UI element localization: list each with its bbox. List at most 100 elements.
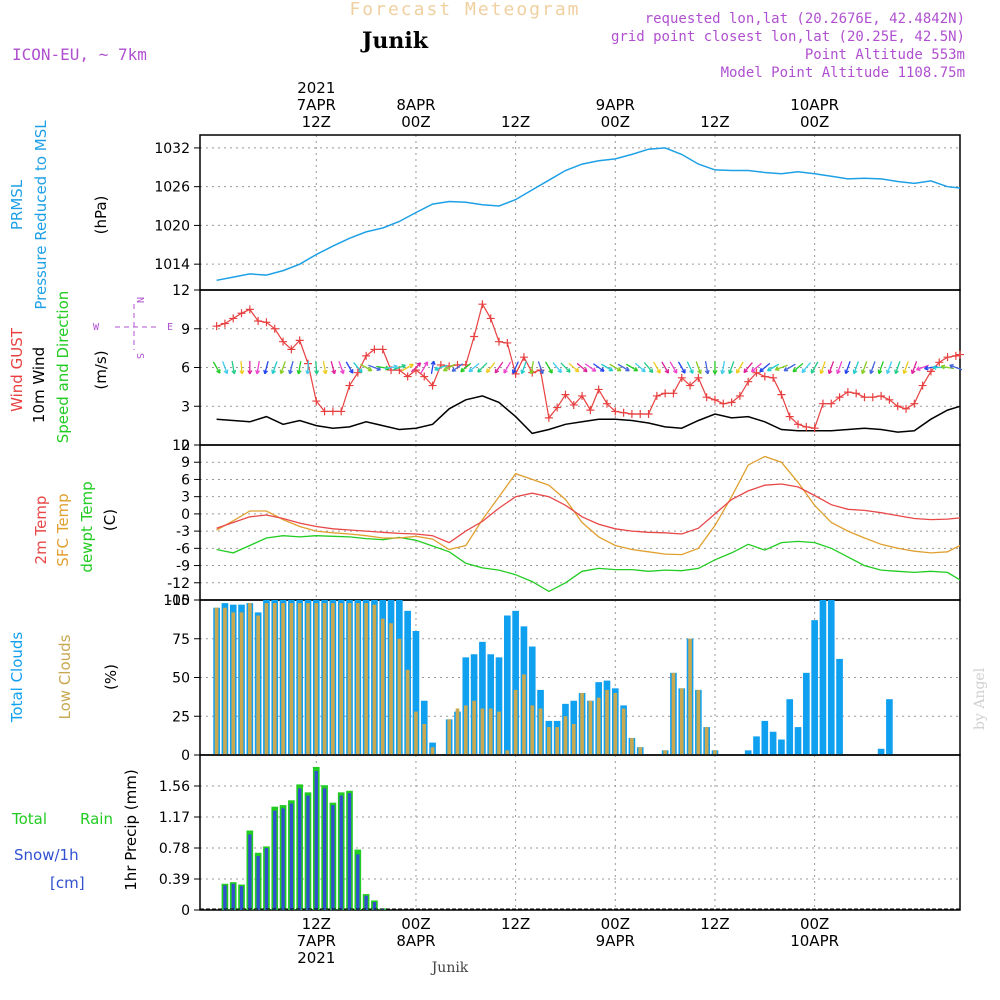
total-label: Total xyxy=(11,810,47,828)
wind-arrow-head xyxy=(358,368,363,374)
wind-arrow-head xyxy=(720,369,726,375)
wind-arrow-head xyxy=(296,369,302,375)
low-cloud-bar xyxy=(447,719,452,755)
wind-arrow xyxy=(828,361,835,374)
temp-tick-label: 12 xyxy=(172,438,190,454)
wind-arrow-head xyxy=(451,367,457,372)
gust-marker xyxy=(893,402,902,411)
wind-arrow-head xyxy=(485,368,491,374)
gust-marker xyxy=(902,404,911,413)
wind-arrow-head xyxy=(743,368,748,374)
wind-unit: (m/s) xyxy=(92,350,110,389)
model-altitude: Model Point Altitude 1108.75m xyxy=(721,65,965,81)
low-cloud-bar xyxy=(513,689,518,755)
gust-marker xyxy=(769,373,778,382)
low-cloud-bar xyxy=(522,674,526,755)
wind-arrow xyxy=(601,363,613,372)
top-time-label: 10APR xyxy=(790,96,839,114)
wind-speed-dir-label: Speed and Direction xyxy=(54,291,72,444)
wind-arrow xyxy=(338,361,345,374)
wind-arrow-head xyxy=(416,362,422,367)
total-cloud-bar xyxy=(886,699,893,755)
wind-arrow-head xyxy=(430,360,436,366)
precip-tick-label: 0 xyxy=(181,903,190,919)
total-cloud-bar xyxy=(761,720,769,755)
wind-arrow xyxy=(231,360,235,375)
low-cloud-bar xyxy=(389,623,393,755)
gust-marker xyxy=(254,317,263,325)
clouds-tick-label: 75 xyxy=(172,632,190,648)
wind-arrow xyxy=(728,361,735,374)
wind-arrow-head xyxy=(861,369,866,375)
wind-arrow xyxy=(743,362,753,373)
gust-marker xyxy=(611,407,620,416)
gust-marker xyxy=(852,389,861,398)
gust-marker xyxy=(586,406,595,415)
compass-n: N xyxy=(134,297,145,303)
top-time-label: 8APR xyxy=(396,96,435,114)
top-time-label: 12Z xyxy=(302,113,331,131)
wind-arrow xyxy=(289,361,294,374)
wind-speed-line xyxy=(216,395,961,435)
temp-2m-line xyxy=(216,483,961,544)
wind-arrow-head xyxy=(255,369,261,375)
pressure-tick-label: 1020 xyxy=(154,218,190,234)
gust-marker xyxy=(602,399,611,408)
low-cloud-bar xyxy=(397,638,402,755)
wind-arrow-head xyxy=(401,364,406,369)
wind-arrow xyxy=(410,362,422,373)
wind-arrow-head xyxy=(468,367,474,373)
wind-arrow xyxy=(306,360,310,375)
total-cloud-bar xyxy=(769,731,777,755)
compass-rose: N S W E xyxy=(93,297,173,359)
wind-arrow-head xyxy=(750,367,756,373)
wind-arrow-head xyxy=(511,369,517,374)
temp-frame xyxy=(199,444,961,601)
low-cloud-bar xyxy=(289,603,294,755)
precip-tick-label: 0.78 xyxy=(159,841,190,857)
top-time-label: 00Z xyxy=(800,113,829,131)
wind-arrow xyxy=(653,361,661,374)
wind-arrow-head xyxy=(792,367,798,373)
wind-arrow xyxy=(661,361,669,374)
wind-arrow xyxy=(271,361,278,374)
wind-arrow-head xyxy=(231,369,237,375)
wind-arrow-head xyxy=(271,369,276,375)
wind-arrow-head xyxy=(877,369,883,375)
wind-arrow xyxy=(845,361,851,374)
total-cloud-bar xyxy=(836,658,843,755)
total-cloud-bar xyxy=(753,736,760,755)
wind-arrow-head xyxy=(910,369,916,375)
bottom-time-label: 12Z xyxy=(501,915,530,933)
wind-arrow xyxy=(592,363,605,372)
low-cloud-bar xyxy=(272,603,277,755)
low-cloud-bar xyxy=(605,689,609,755)
total-cloud-bar xyxy=(811,620,818,755)
low-cloud-bar xyxy=(538,708,543,755)
gust-marker xyxy=(245,305,254,314)
wind-arrow xyxy=(861,361,868,374)
total-cloud-bar xyxy=(412,631,420,755)
wind-arrow xyxy=(721,360,726,375)
low-cloud-bar xyxy=(663,750,667,755)
snow-bar xyxy=(231,883,235,910)
wind-arrow-head xyxy=(924,365,929,371)
temp-dew-label: dewpt Temp xyxy=(78,481,96,572)
gust-marker xyxy=(578,391,587,400)
footer-label: Junik xyxy=(430,960,469,976)
clouds-tick-label: 100 xyxy=(163,593,190,609)
wind-arrow xyxy=(430,360,435,375)
wind-arrow-head xyxy=(247,370,253,375)
low-clouds-label: Low Clouds xyxy=(56,634,74,719)
wind-arrow xyxy=(212,361,221,374)
gust-marker xyxy=(544,413,553,422)
precip-panel-labels: Total Rain Snow/1h [cm] 1hr Precip (mm) xyxy=(11,769,140,892)
wind-arrow xyxy=(820,361,826,374)
wind-arrow-head xyxy=(783,366,789,372)
gust-marker xyxy=(951,351,960,360)
gust-marker xyxy=(287,345,296,354)
wind-arrow xyxy=(530,360,535,375)
wind-arrow xyxy=(330,361,336,374)
temp-tick-label: -9 xyxy=(176,559,190,575)
